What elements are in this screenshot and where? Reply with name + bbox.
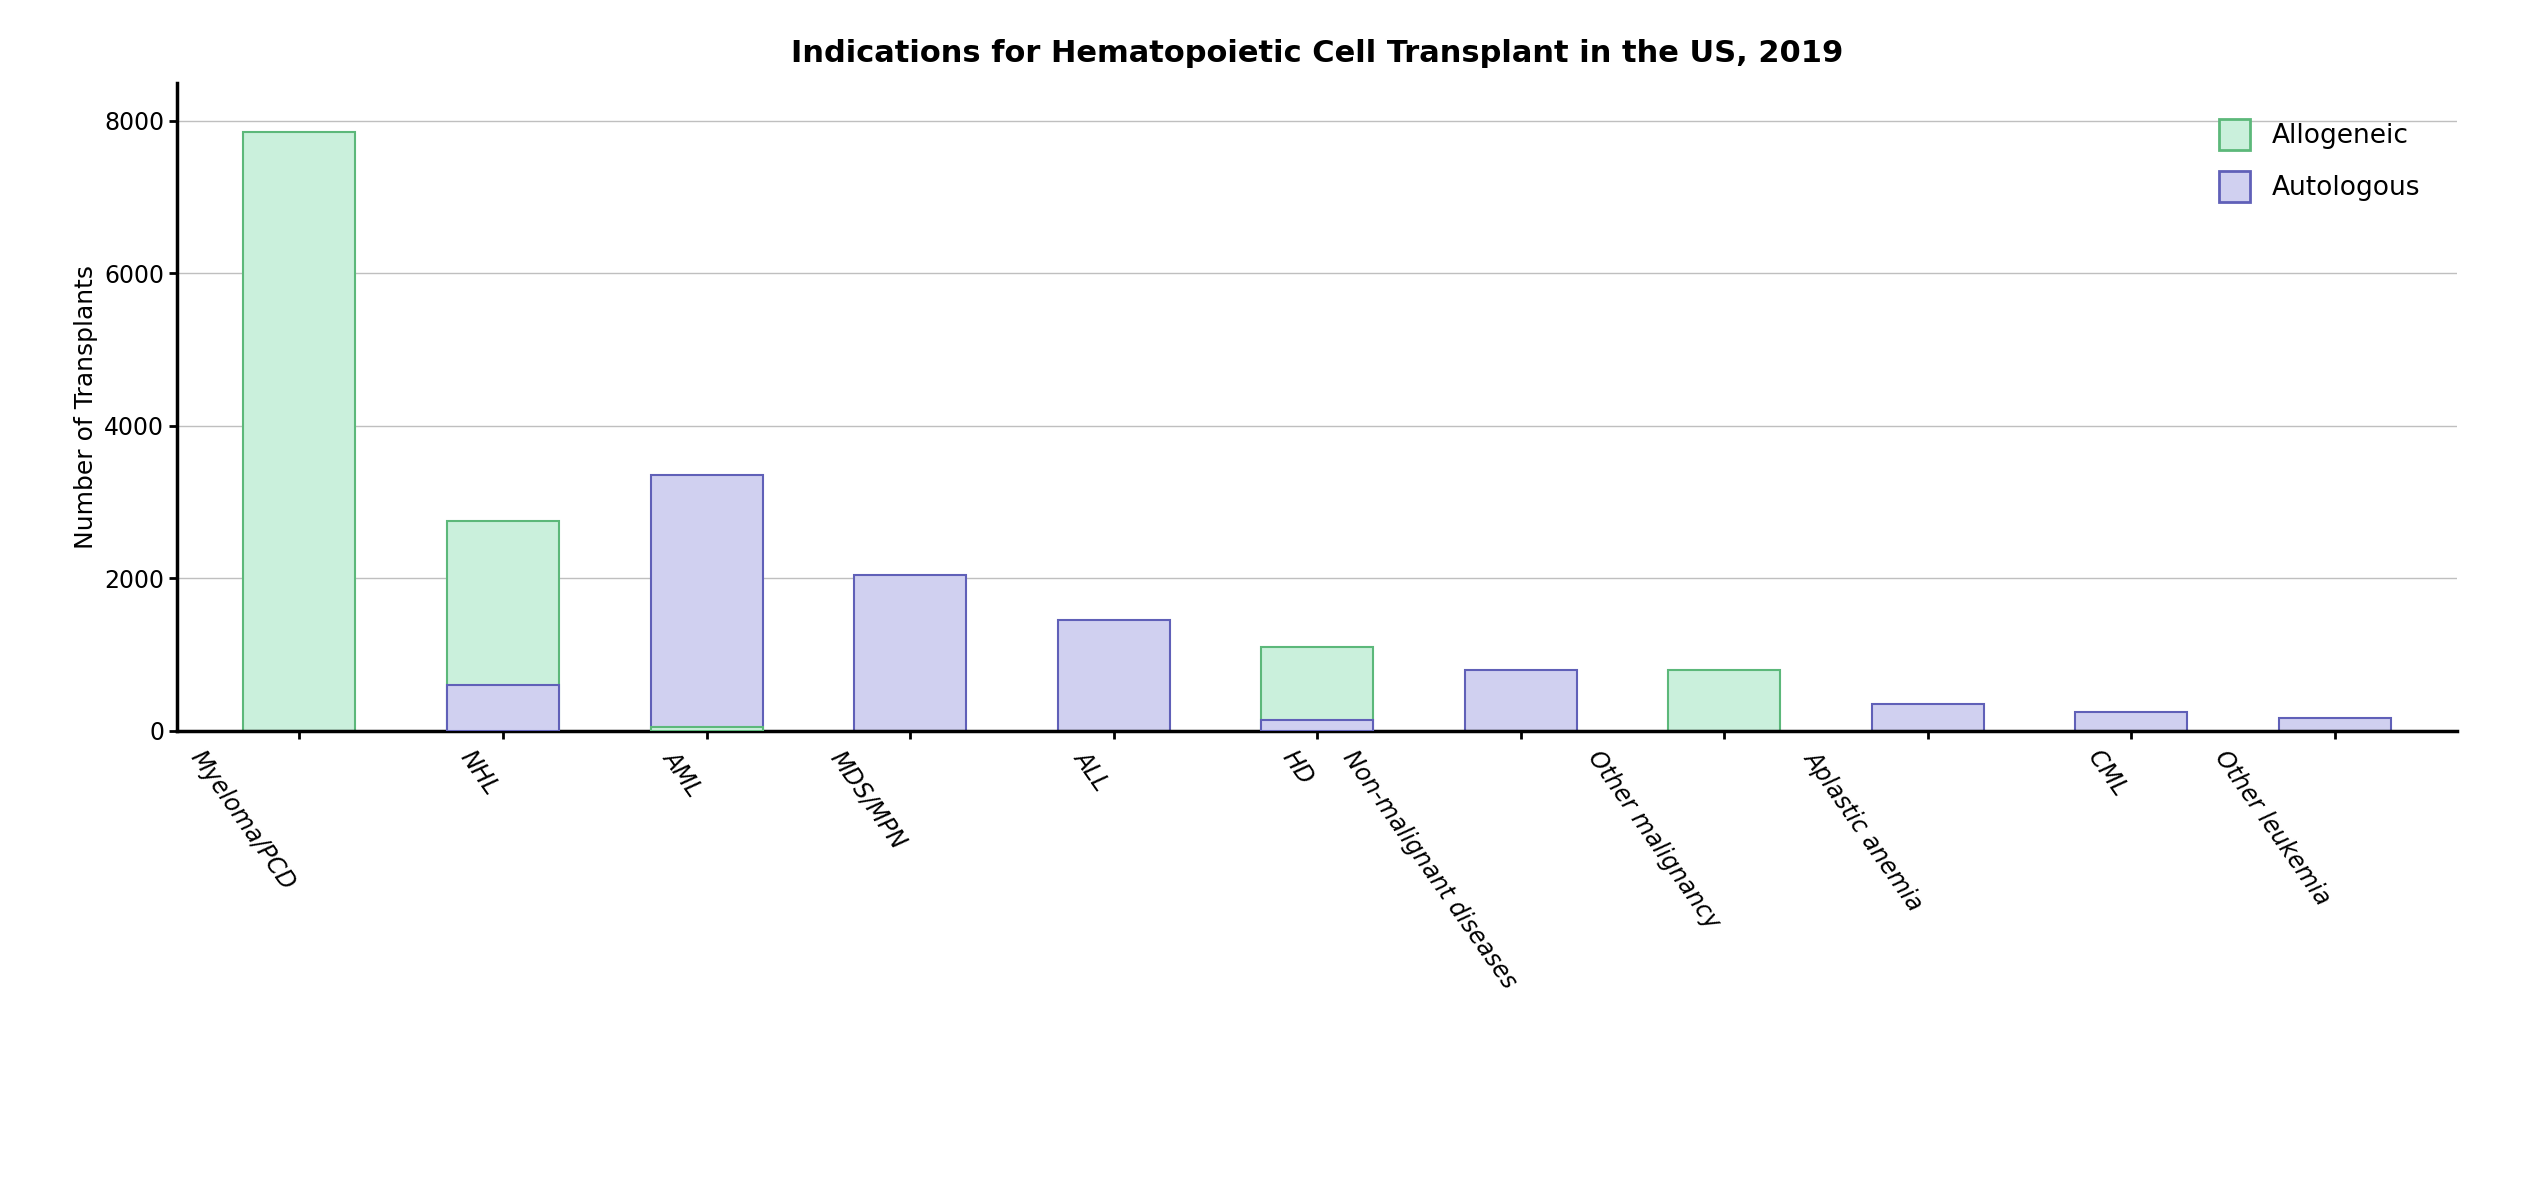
Bar [651, 475, 762, 731]
Bar [446, 685, 560, 731]
Legend: Allogeneic, Autologous: Allogeneic, Autologous [2209, 108, 2432, 212]
Bar [1669, 670, 1781, 731]
Bar [446, 521, 560, 731]
Y-axis label: Number of Transplants: Number of Transplants [73, 265, 99, 548]
Bar [1059, 620, 1170, 731]
Bar [1261, 647, 1373, 731]
Bar [854, 574, 965, 731]
Bar [1872, 704, 1983, 731]
Bar [1464, 670, 1576, 731]
Bar [1261, 719, 1373, 731]
Bar [651, 727, 762, 731]
Bar [2075, 712, 2189, 731]
Title: Indications for Hematopoietic Cell Transplant in the US, 2019: Indications for Hematopoietic Cell Trans… [790, 39, 1844, 67]
Bar [243, 132, 355, 731]
Bar [2280, 718, 2391, 731]
